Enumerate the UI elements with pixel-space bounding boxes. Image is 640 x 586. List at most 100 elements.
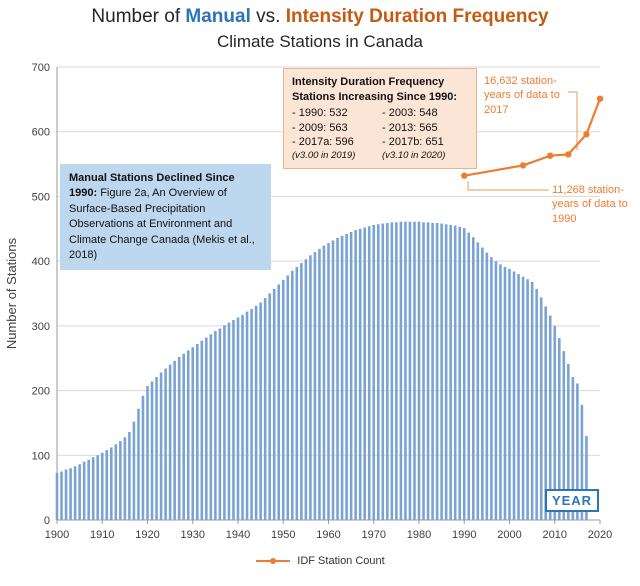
idf-value: - 2013: 565 (382, 121, 438, 134)
manual-bar (345, 233, 348, 520)
manual-bar (481, 247, 484, 521)
chart-title-line1: Number of Manual vs. Intensity Duration … (0, 4, 640, 30)
idf-value: - 1990: 532 (292, 107, 348, 120)
manual-bar (182, 353, 185, 520)
manual-bar (503, 266, 507, 520)
manual-bar (417, 221, 421, 521)
manual-bar (490, 257, 493, 520)
manual-bar (467, 232, 471, 521)
manual-bar (557, 338, 561, 520)
x-tick-label: 1960 (316, 529, 340, 541)
manual-bar (232, 320, 235, 520)
title-prefix: Number of (91, 6, 186, 27)
idf-value: - 2009: 563 (292, 121, 348, 134)
manual-bar (82, 461, 86, 520)
manual-bar (517, 274, 520, 520)
manual-bar (435, 222, 439, 520)
y-tick-label: 100 (32, 450, 50, 462)
manual-bar (526, 279, 529, 520)
manual-bar (245, 311, 249, 520)
manual-bar (128, 431, 131, 520)
idf-box-values: - 1990: 532 - 2003: 548 - 2009: 563 - 20… (292, 106, 468, 162)
idf-point (547, 152, 554, 159)
manual-bar (562, 351, 566, 520)
title-idf: Intensity Duration Frequency (285, 6, 549, 27)
manual-bar (177, 356, 181, 520)
idf-value: - 2003: 548 (382, 107, 438, 120)
manual-box-bold: Manual Stations Declined Since 1990: (69, 172, 235, 200)
manual-bar (123, 437, 127, 520)
manual-bar (349, 232, 353, 520)
manual-bar (508, 268, 511, 520)
manual-bar (241, 314, 244, 520)
x-tick-label: 1930 (181, 529, 205, 541)
chart-title-line2: Climate Stations in Canada (216, 32, 423, 51)
manual-bar (322, 245, 326, 521)
x-tick-label: 2010 (543, 529, 567, 541)
manual-bar (69, 468, 72, 520)
manual-bar (567, 364, 570, 520)
manual-bar (376, 224, 380, 520)
y-tick-label: 400 (32, 256, 50, 268)
manual-bar (100, 452, 104, 520)
idf-annotation-box: Intensity Duration Frequency Stations In… (283, 68, 477, 170)
manual-bar (272, 288, 276, 520)
idf-version: (v3.10 in 2020) (382, 149, 446, 161)
leader-line-16632 (568, 91, 578, 150)
manual-bar (408, 221, 412, 521)
manual-bar (300, 263, 303, 520)
idf-legend-marker-icon (256, 558, 291, 564)
x-tick-label: 1900 (45, 529, 69, 541)
x-axis-title: YEAR (545, 489, 599, 512)
manual-bar (60, 471, 63, 520)
manual-bar (390, 222, 394, 520)
x-tick-label: 2020 (588, 529, 612, 541)
manual-bar (164, 368, 167, 520)
y-tick-label: 0 (44, 515, 50, 527)
manual-bar (444, 224, 448, 520)
manual-bar (331, 240, 335, 520)
y-tick-label: 500 (32, 191, 50, 203)
manual-bar (96, 455, 100, 520)
x-tick-label: 1980 (407, 529, 431, 541)
manual-bar (553, 325, 557, 520)
x-tick-label: 1920 (135, 529, 159, 541)
manual-bar (236, 317, 240, 520)
manual-bar (132, 421, 136, 520)
manual-bar (91, 457, 95, 520)
x-tick-label: 1950 (271, 529, 295, 541)
manual-bar (580, 404, 584, 520)
manual-bar (110, 447, 113, 520)
manual-bar (55, 472, 59, 520)
manual-bar (259, 302, 262, 520)
chart-title: Number of Manual vs. Intensity Duration … (0, 4, 640, 54)
manual-bar (327, 243, 330, 520)
manual-bar (309, 255, 312, 520)
manual-bar (137, 408, 140, 520)
manual-bar (281, 279, 285, 520)
manual-bar (372, 224, 376, 520)
manual-bar (453, 225, 457, 521)
idf-point (565, 151, 572, 158)
manual-bar (539, 297, 543, 520)
manual-bar (205, 337, 208, 520)
idf-value: - 2017b: 651 (382, 136, 444, 149)
manual-bar (354, 230, 357, 520)
legend-idf-label: IDF Station Count (297, 555, 385, 567)
y-tick-label: 600 (32, 127, 50, 139)
manual-bar (195, 343, 199, 520)
manual-bar (186, 350, 190, 520)
manual-bar (191, 347, 195, 520)
manual-bar (535, 288, 538, 520)
manual-bar (146, 386, 149, 520)
manual-box-text: Figure 2a, An Overview of Surface-Based … (69, 187, 255, 261)
manual-bar (530, 281, 534, 520)
manual-bar (413, 221, 416, 521)
manual-bar (422, 222, 425, 520)
y-tick-label: 200 (32, 386, 50, 398)
manual-bar (472, 237, 475, 520)
manual-bar (358, 228, 362, 521)
manual-bar (440, 223, 443, 521)
